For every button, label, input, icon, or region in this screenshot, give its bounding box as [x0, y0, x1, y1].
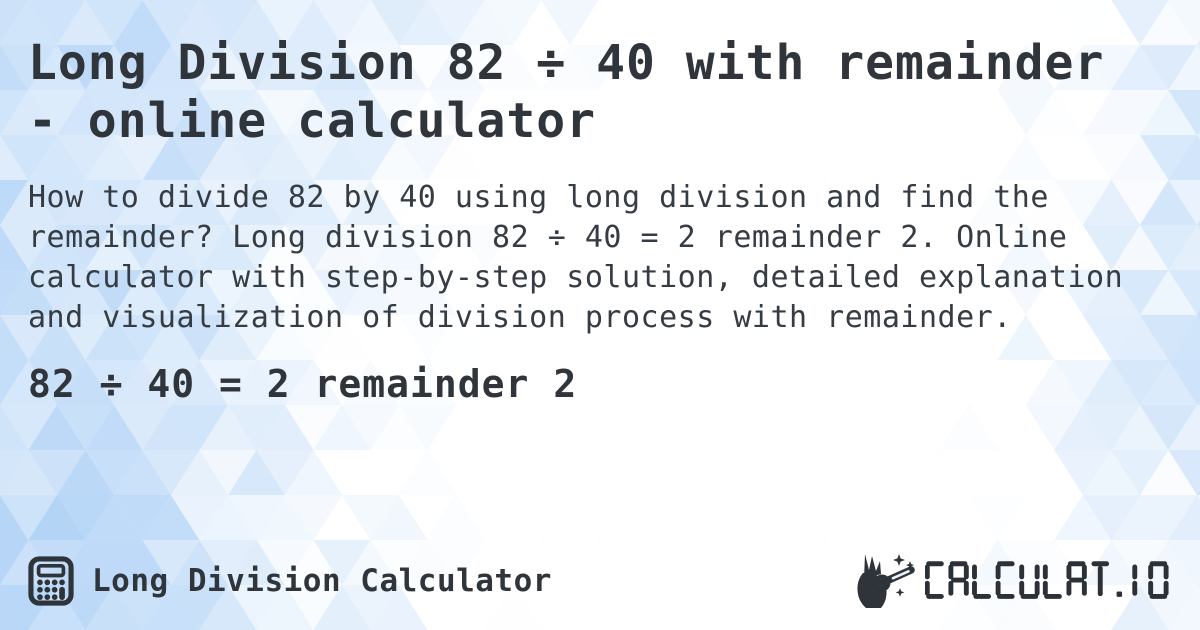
calculator-name-label: Long Division Calculator [92, 563, 552, 599]
card-footer: Long Division Calculator [28, 552, 1172, 610]
calculator-icon [28, 556, 74, 606]
page-title: Long Division 82 ÷ 40 with remainder - o… [28, 35, 1105, 149]
page-description: How to divide 82 by 40 using long divisi… [28, 180, 1124, 335]
brand-logo [853, 552, 1172, 610]
hand-holding-magic-wand-icon [857, 554, 915, 608]
calculator-label-group: Long Division Calculator [28, 554, 552, 608]
result-text: 82 ÷ 40 = 2 remainder 2 [28, 362, 578, 406]
brand-logo-text [925, 561, 1169, 599]
